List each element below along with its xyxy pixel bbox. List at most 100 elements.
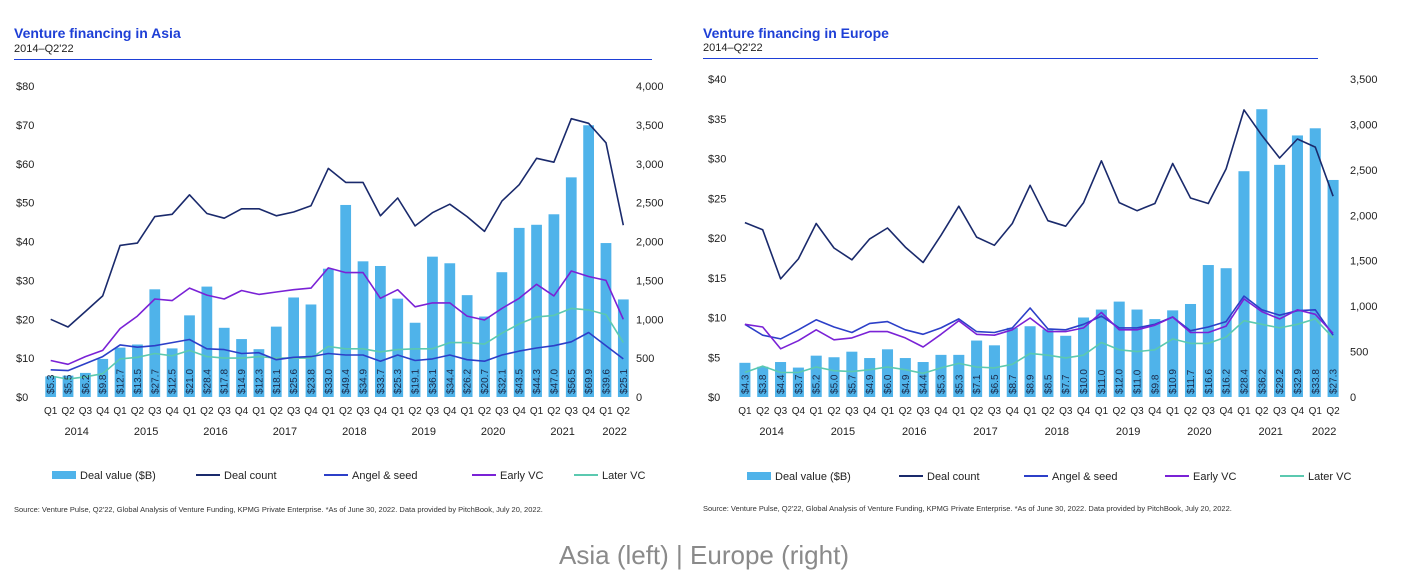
deal-value-bar xyxy=(1184,303,1197,397)
left-axis-tick: $5 xyxy=(708,352,720,364)
right-axis-tick: 2,500 xyxy=(636,198,664,210)
quarter-tick-label: Q1 xyxy=(460,406,474,417)
right-axis-tick: 1,500 xyxy=(636,275,664,287)
bar-data-label: $25.6 xyxy=(289,369,300,394)
bar-data-label: $69.9 xyxy=(584,369,595,394)
quarter-tick-label: Q3 xyxy=(1202,406,1216,417)
quarter-tick-label: Q2 xyxy=(131,406,145,417)
bar-data-label: $28.4 xyxy=(202,369,213,394)
deal-value-bar xyxy=(531,224,542,397)
deal-value-bar xyxy=(846,351,858,397)
deal-value-bar xyxy=(1042,329,1054,397)
bar-data-label: $16.6 xyxy=(1204,369,1215,394)
deal-value-bar xyxy=(953,354,965,397)
deal-value-bar xyxy=(1256,109,1268,398)
year-label: 2020 xyxy=(481,426,505,438)
deal-value-bar xyxy=(340,204,352,397)
bar-data-label: $6.0 xyxy=(883,374,894,394)
quarter-tick-label: Q2 xyxy=(478,406,492,417)
right-axis-tick: 1,000 xyxy=(636,314,664,326)
quarter-tick-label: Q1 xyxy=(1023,406,1037,417)
deal-value-bar xyxy=(600,243,612,397)
deal-value-bar xyxy=(166,348,178,397)
bar-data-label: $32.9 xyxy=(1293,368,1304,393)
deal-value-bar xyxy=(479,316,490,397)
right-axis-tick: 2,500 xyxy=(1350,165,1378,177)
bar-data-label: $11.7 xyxy=(1186,369,1197,394)
bar-data-label: $25.1 xyxy=(619,369,630,394)
quarter-tick-label: Q1 xyxy=(183,406,197,417)
chart-title: Venture financing in Asia xyxy=(14,25,181,41)
deal-value-bar xyxy=(375,265,386,397)
quarter-tick-label: Q3 xyxy=(565,406,579,417)
bar-data-label: $5.3 xyxy=(46,374,57,394)
quarter-tick-label: Q2 xyxy=(547,406,561,417)
quarter-tick-label: Q2 xyxy=(1113,406,1127,417)
quarter-tick-label: Q3 xyxy=(426,406,440,417)
deal-value-bar xyxy=(322,268,334,397)
deal-value-bar xyxy=(270,326,282,397)
quarter-tick-label: Q3 xyxy=(79,406,93,417)
bar-data-label: $3.7 xyxy=(794,374,805,394)
quarter-tick-label: Q4 xyxy=(1291,406,1305,417)
title-rule xyxy=(14,59,652,60)
deal-value-bar xyxy=(97,358,109,397)
left-axis-tick: $30 xyxy=(16,275,34,287)
bar-data-label: $6.5 xyxy=(990,374,1001,394)
deal-value-bar xyxy=(1149,319,1161,397)
angel-seed-line xyxy=(744,295,1334,340)
deal-value-bar xyxy=(792,367,804,397)
year-label: 2014 xyxy=(64,426,88,438)
left-axis-tick: $15 xyxy=(708,273,726,285)
deal-value-bar xyxy=(1220,268,1232,397)
europe-chart-panel: Venture financing in Europe 2014–Q2'22 $… xyxy=(690,0,1390,530)
quarter-tick-label: Q4 xyxy=(513,406,527,417)
right-axis-tick: 4,000 xyxy=(636,81,664,93)
deal-value-bar xyxy=(935,354,947,397)
left-axis-tick: $10 xyxy=(16,353,34,365)
deal-value-bar xyxy=(1024,326,1036,397)
early-vc-line xyxy=(744,298,1334,350)
deal-value-bar xyxy=(828,357,840,397)
deal-value-bar xyxy=(917,362,929,397)
bar-data-label: $21.0 xyxy=(185,369,196,394)
bar-data-label: $12.3 xyxy=(254,369,265,394)
right-axis-tick: 1,000 xyxy=(1350,301,1378,313)
legend-deal-value: Deal value ($B) xyxy=(80,470,156,482)
quarter-tick-label: Q3 xyxy=(218,406,232,417)
quarter-tick-label: Q4 xyxy=(1219,406,1233,417)
right-axis-tick: 3,500 xyxy=(1350,74,1378,86)
year-label: 2019 xyxy=(412,426,436,438)
bar-data-label: $20.7 xyxy=(480,369,491,394)
bar-data-label: $14.9 xyxy=(237,369,248,394)
bar-data-label: $4.3 xyxy=(740,374,751,394)
chart-title: Venture financing in Europe xyxy=(703,25,889,41)
year-label: 2021 xyxy=(1258,426,1282,438)
bar-data-label: $4.4 xyxy=(919,374,930,394)
right-axis-tick: 1,500 xyxy=(1350,256,1378,268)
deal-value-bar xyxy=(236,339,247,397)
quarter-tick-label: Q1 xyxy=(322,406,336,417)
deal-value-bar xyxy=(288,297,299,397)
bar-data-label: $17.8 xyxy=(220,369,231,394)
quarter-tick-label: Q1 xyxy=(738,406,752,417)
bar-data-label: $10.0 xyxy=(1079,369,1090,394)
bar-data-label: $5.2 xyxy=(812,374,823,394)
bar-data-label: $56.5 xyxy=(567,369,578,394)
deal-value-bar xyxy=(1006,327,1018,397)
bar-data-label: $19.1 xyxy=(411,369,422,394)
quarter-tick-label: Q4 xyxy=(443,406,457,417)
bar-data-label: $28.4 xyxy=(1240,369,1251,394)
left-axis-tick: $20 xyxy=(16,314,34,326)
year-label: 2018 xyxy=(342,426,366,438)
quarter-tick-label: Q4 xyxy=(792,406,806,417)
chart-source: Source: Venture Pulse, Q2'22, Global Ana… xyxy=(14,505,543,514)
bar-data-label: $27.3 xyxy=(1329,369,1340,394)
deal-value-bar xyxy=(149,289,161,397)
left-axis-tick: $35 xyxy=(708,114,726,126)
quarter-tick-label: Q2 xyxy=(270,406,284,417)
deal-value-bar xyxy=(45,376,57,397)
deal-value-bar xyxy=(184,315,195,397)
quarter-tick-label: Q2 xyxy=(408,406,422,417)
bar-data-label: $8.5 xyxy=(1043,374,1054,394)
